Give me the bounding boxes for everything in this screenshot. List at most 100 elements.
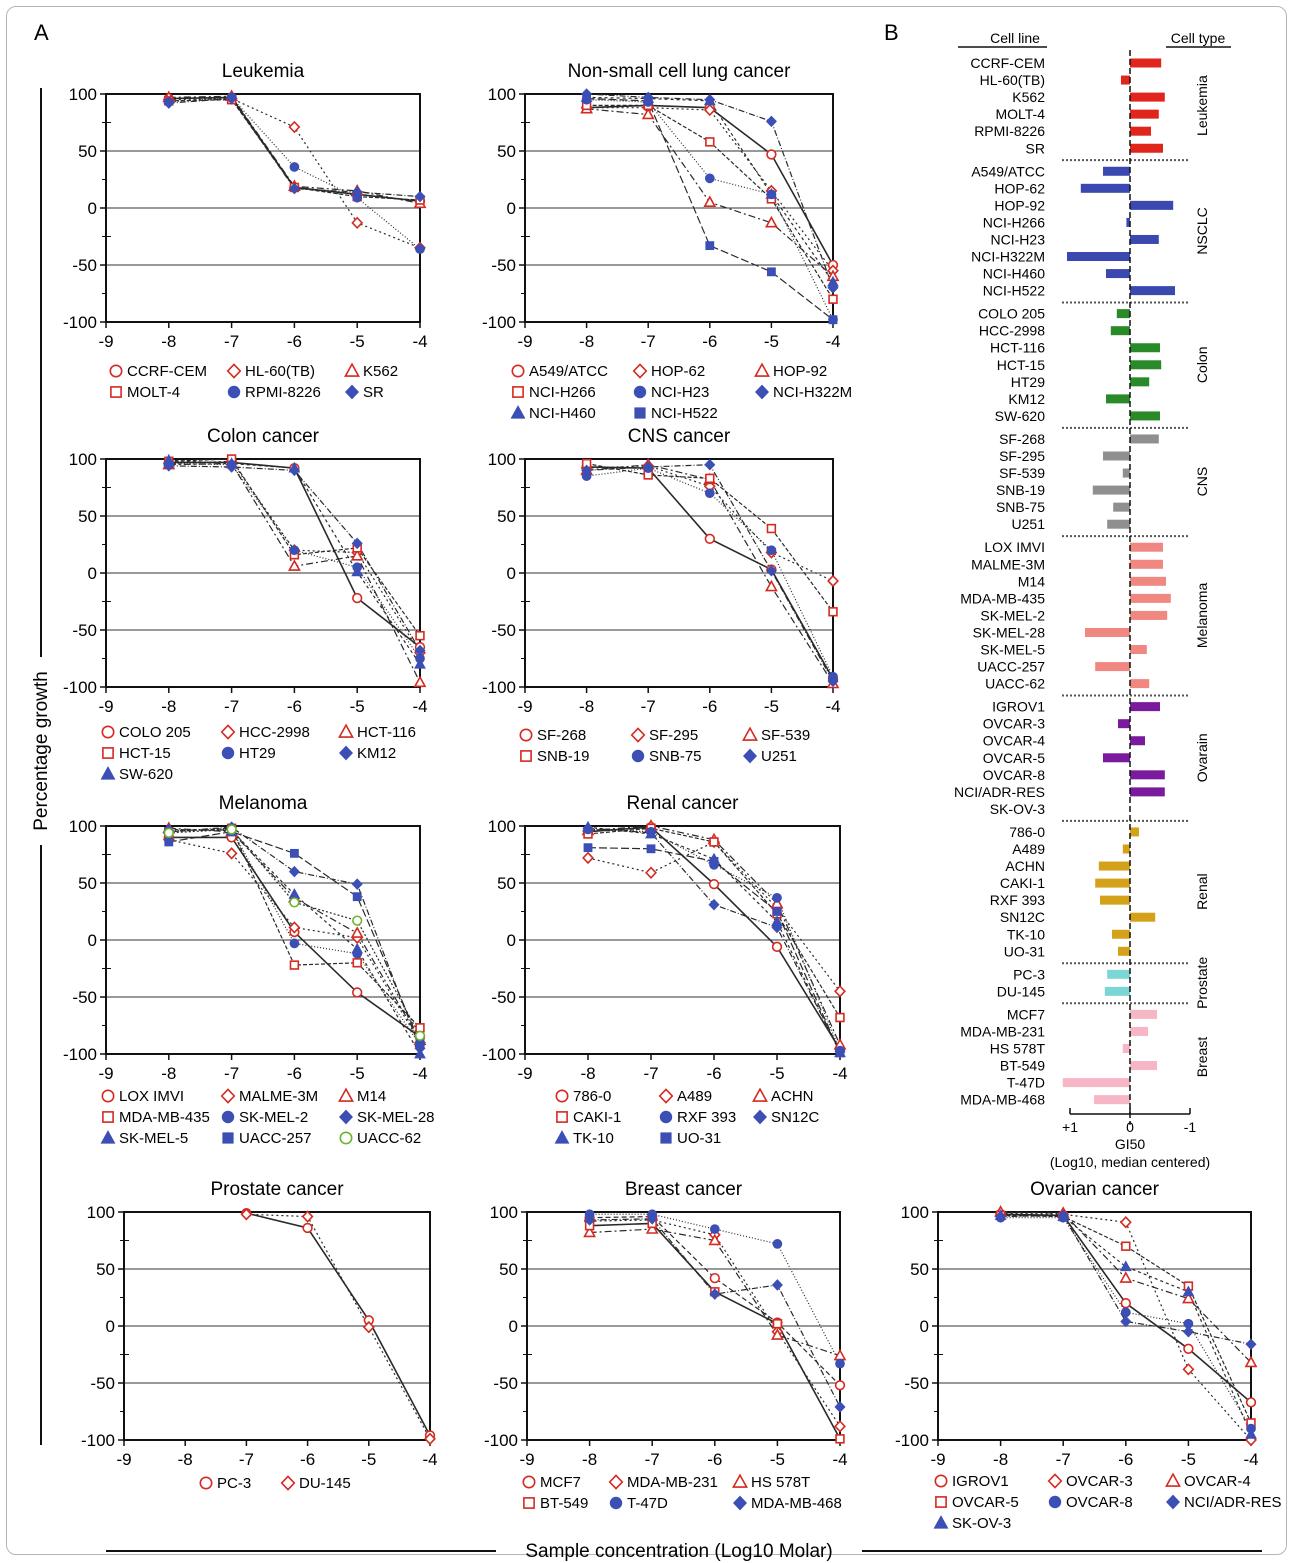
chart-title: Leukemia [222, 61, 305, 82]
data-point-caki-1 [709, 837, 719, 847]
cell-line-label: CCRF-CEM [970, 55, 1045, 71]
data-point-sw-620 [225, 457, 238, 468]
legend-entry-u251: U251 [743, 748, 797, 765]
data-point-mda-mb-435 [352, 958, 362, 968]
y-tick-label: -50 [72, 621, 97, 640]
gi50-bar-sr [1130, 143, 1163, 153]
legend-entry-ccrf-cem: CCRF-CEM [109, 363, 207, 380]
data-point-pc-3 [302, 1222, 313, 1234]
legend-entry-hop-62: HOP-62 [632, 363, 705, 380]
legend-entry-mda-mb-435: MDA-MB-435 [102, 1109, 210, 1126]
data-point-mcf7 [834, 1380, 846, 1391]
gi50-bar-sw-620 [1130, 411, 1160, 421]
data-point-t-47d [835, 1358, 845, 1369]
cell-line-label: HCC-2998 [979, 323, 1045, 339]
legend-entry-a489: A489 [658, 1088, 712, 1105]
gi50-bar-k562 [1130, 92, 1165, 102]
gi50-bar-snb-19 [1092, 485, 1130, 495]
data-point-nci-h460 [703, 94, 716, 106]
legend-entry-mda-mb-231: MDA-MB-231 [608, 1474, 718, 1491]
gi50-bar-colo-205 [1116, 309, 1130, 319]
gi50-bar-lox-imvi [1130, 542, 1163, 552]
legend-entry-k562: K562 [344, 362, 398, 380]
cell-line-label: LOX IMVI [984, 539, 1045, 555]
y-tick-label: -50 [72, 988, 97, 1007]
data-point-u251 [765, 564, 777, 577]
data-point-lox-imvi [352, 987, 363, 998]
chart-title: Ovarian cancer [1030, 1179, 1160, 1200]
legend-entry-hcc-2998: HCC-2998 [220, 724, 310, 741]
gi50-bar-mda-mb-468 [1094, 1095, 1130, 1105]
data-point-tk-10 [771, 915, 783, 927]
series-line-sr [168, 97, 421, 198]
x-tick-label: -7 [224, 1064, 239, 1083]
legend-marker-nci-adr-res [1166, 1494, 1180, 1510]
y-tick-label: -100 [81, 1431, 115, 1450]
x-tick-label: -4 [422, 1450, 437, 1469]
x-tick-label: -7 [643, 1064, 658, 1083]
data-point-du-145 [240, 1208, 253, 1221]
gi50-bar-chart: Cell line Cell typeCCRF-CEMHL-60(TB)K562M… [954, 30, 1231, 1170]
legend-label: RPMI-8226 [245, 384, 321, 401]
gi50-bar-malme-3m [1130, 559, 1163, 569]
legend-entry-sk-ov-3: SK-OV-3 [933, 1515, 1011, 1532]
legend-label: MDA-MB-231 [627, 1474, 718, 1491]
legend-marker-ovcar-3 [1047, 1473, 1063, 1489]
cell-line-label: RXF 393 [990, 892, 1045, 908]
y-tick-label: 100 [488, 817, 516, 836]
legend-entry-ht29: HT29 [221, 745, 276, 762]
x-tick-label: -5 [350, 332, 365, 351]
data-point-nci-h266 [705, 137, 715, 147]
x-tick-label: -7 [1056, 1450, 1071, 1469]
legend-label: UACC-62 [357, 1130, 421, 1147]
data-point-rpmi-8226 [289, 162, 300, 172]
data-point-km12 [414, 644, 426, 657]
gi50-axis-title: GI50 [1115, 1136, 1146, 1152]
data-point-sk-mel-2 [289, 938, 300, 949]
data-point-igrov1 [1245, 1397, 1257, 1408]
x-tick-label: -8 [161, 332, 176, 351]
data-point-sk-mel-5 [351, 942, 364, 954]
legend-marker-snb-75 [631, 749, 645, 763]
data-point-hs-578t [708, 1233, 722, 1246]
data-point-rpmi-8226 [415, 244, 425, 254]
legend-label: BT-549 [540, 1495, 588, 1512]
cell-line-label: DU-145 [997, 983, 1045, 999]
x-tick-label: -4 [412, 697, 427, 716]
data-point-snb-75 [766, 545, 777, 556]
legend-entry-t-47d: T-47D [609, 1495, 668, 1512]
legend-label: SK-MEL-28 [357, 1109, 435, 1126]
legend-label: NCI-H23 [651, 384, 709, 401]
legend-marker-k562 [344, 362, 360, 377]
gi50-bar-igrov1 [1130, 702, 1160, 712]
legend-label: MALME-3M [239, 1088, 318, 1105]
y-tick-label: 0 [106, 1317, 115, 1336]
legend-entry-sf-268: SF-268 [519, 727, 586, 744]
legend-marker-sf-539 [742, 726, 758, 741]
data-point-mda-mb-468 [834, 1401, 846, 1413]
cell-line-label: SN12C [1000, 909, 1045, 925]
data-point-uacc-62 [414, 1030, 426, 1041]
data-point-uo-31 [772, 907, 782, 916]
y-tick-label: 0 [88, 931, 97, 950]
series-line-sw-620 [168, 459, 421, 665]
data-point-t-47d [772, 1239, 783, 1249]
data-point-mda-mb-468 [584, 1214, 596, 1226]
legend-marker-u251 [743, 748, 757, 764]
legend-marker-hs-578t [732, 1473, 748, 1488]
legend-entry-rpmi-8226: RPMI-8226 [227, 384, 321, 401]
gi50-x-tick-label: +1 [1062, 1119, 1078, 1135]
x-tick-label: -9 [98, 332, 113, 351]
series-line-hop-62 [586, 107, 834, 272]
figure-frame [6, 6, 1287, 1555]
legend-marker-hop-62 [632, 363, 648, 379]
legend-label: KM12 [357, 745, 396, 762]
cell-type-label-cns: CNS [1194, 467, 1210, 497]
legend-marker-sn12c [753, 1109, 767, 1125]
data-point-u251 [704, 458, 716, 471]
legend-marker-nci-h322m [755, 384, 769, 400]
legend-label: NCI-H322M [773, 384, 852, 401]
legend-entry-sr: SR [345, 384, 384, 401]
legend-entry-ovcar-3: OVCAR-3 [1047, 1473, 1133, 1490]
data-point-snb-75 [704, 488, 715, 499]
